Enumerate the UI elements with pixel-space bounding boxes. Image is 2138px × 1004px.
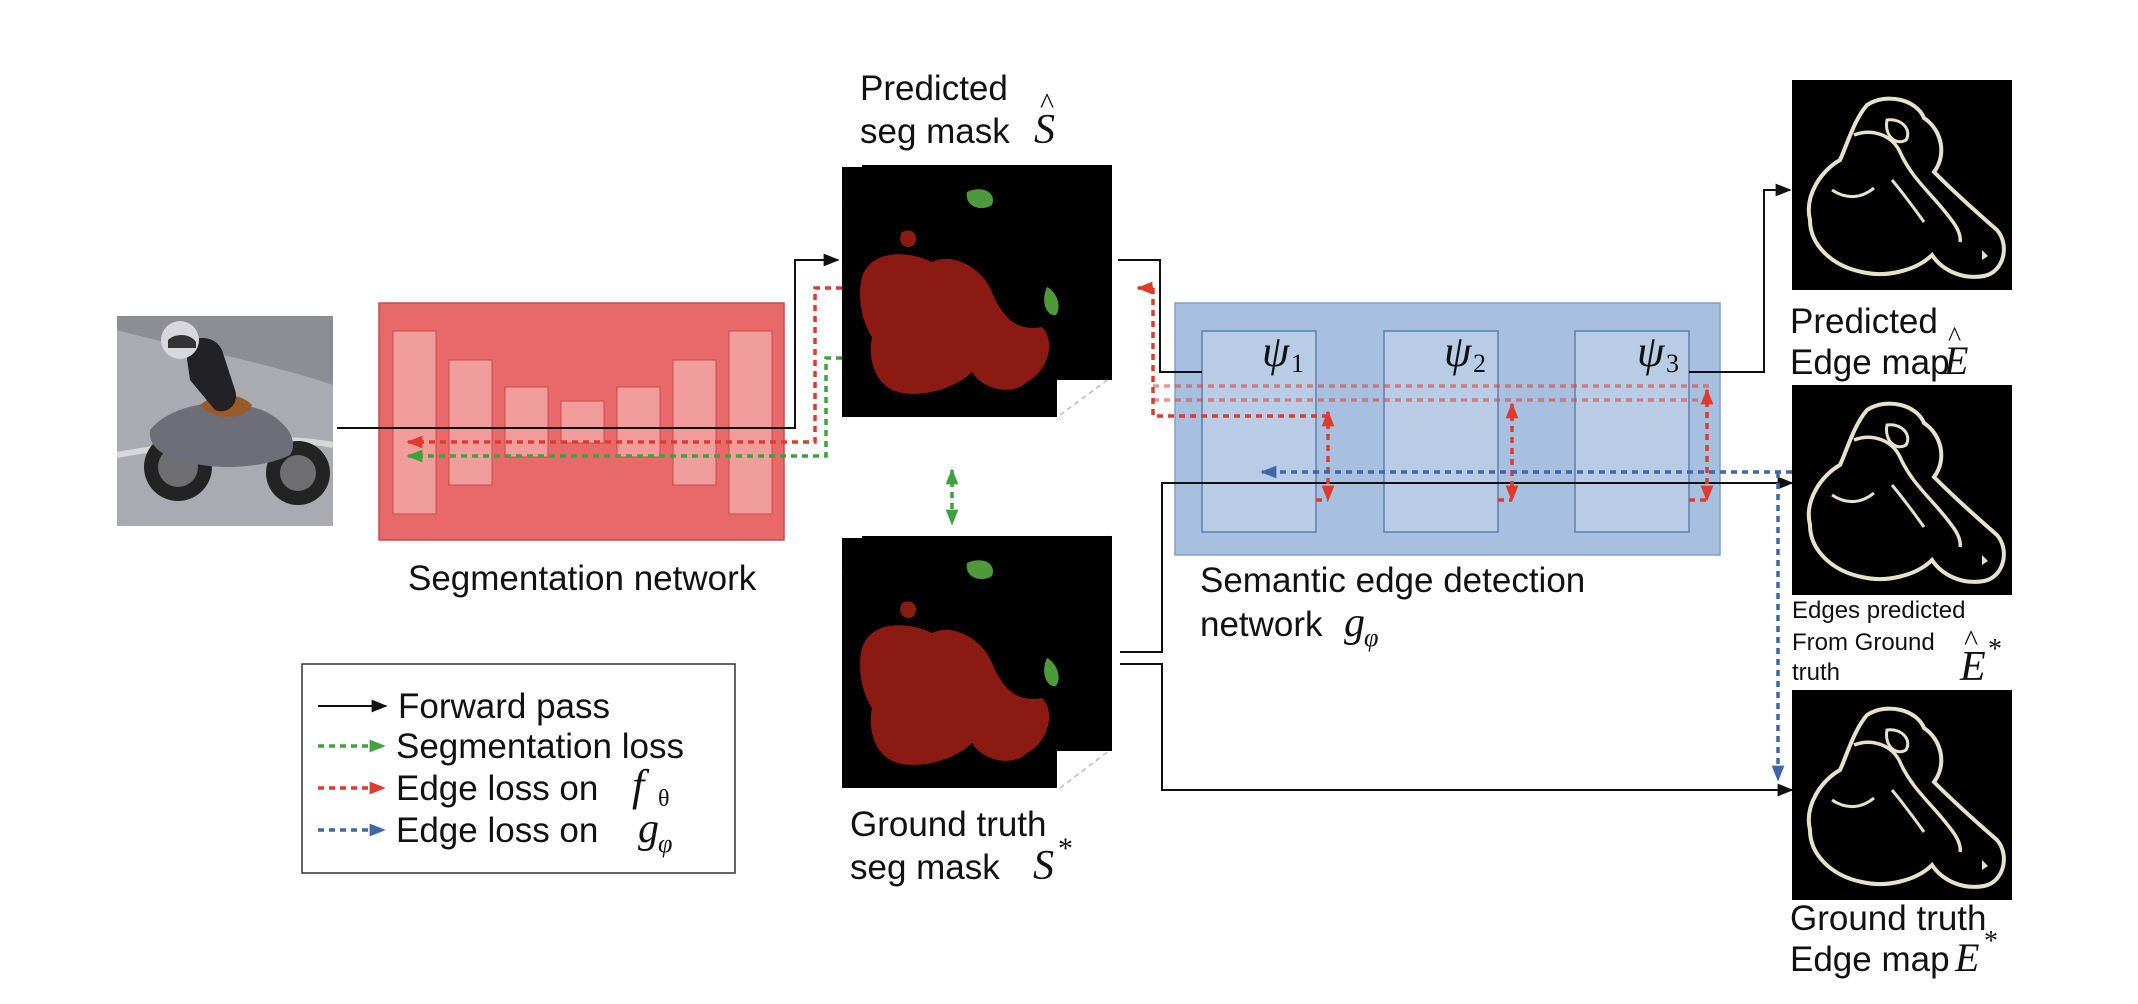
gt-edge-sup: *	[1984, 926, 1998, 957]
segmentation-network-label: Segmentation network	[408, 559, 757, 598]
edge-network-label-line2: network	[1200, 605, 1323, 644]
segmentation-network	[378, 302, 785, 541]
psi-3-symbol: ψ	[1637, 327, 1665, 376]
gt-seg-label-line1: Ground truth	[850, 805, 1047, 844]
legend-edge-f-label: Edge loss on	[396, 769, 598, 808]
gt-edge-label-line1: Ground truth	[1790, 899, 1987, 938]
edge-network-symbol: g	[1344, 600, 1365, 646]
gt-edge-label-line2: Edge map	[1790, 940, 1950, 979]
edge-loss-f-arrows	[406, 281, 1714, 502]
predicted-edge-hat: ^	[1948, 322, 1961, 353]
edges-from-gt-line1: Edges predicted	[1792, 597, 1965, 624]
encoder-layer-1	[392, 330, 437, 515]
edges-from-gt-line2: From Ground	[1792, 629, 1935, 656]
legend-edge-g-sub: φ	[658, 829, 672, 858]
decoder-layer-2	[672, 359, 717, 486]
bottleneck-layer	[560, 400, 605, 444]
gt-edge-symbol: E	[1954, 935, 1979, 980]
edge-detection-network: ψ 1 ψ 2 ψ 3	[1174, 302, 1721, 556]
decoder-layer-3	[728, 330, 773, 515]
predicted-seg-hat: ^	[1040, 87, 1054, 120]
predicted-edge-label-line1: Predicted	[1790, 302, 1938, 341]
psi-1-symbol: ψ	[1262, 327, 1290, 376]
encoder-layer-2	[448, 359, 493, 486]
edges-from-ground-truth-map	[1790, 383, 2014, 597]
edge-network-subscript: φ	[1364, 623, 1378, 652]
predicted-seg-mask	[841, 164, 1112, 417]
forward-pass-arrows	[337, 183, 1794, 797]
edges-from-gt-line3: truth	[1792, 659, 1840, 686]
predicted-seg-label-line2: seg mask	[860, 112, 1010, 151]
predicted-edge-symbol: E	[1943, 338, 1968, 383]
predicted-edge-map	[1790, 78, 2014, 292]
psi-2-symbol: ψ	[1444, 327, 1472, 376]
legend-edge-f-sub: θ	[658, 786, 670, 812]
legend-seg-loss-label: Segmentation loss	[396, 727, 684, 766]
psi-2-subscript: 2	[1473, 349, 1486, 378]
legend: Forward pass Segmentation loss Edge loss…	[301, 663, 736, 874]
legend-edge-g-symbol: g	[638, 806, 659, 852]
edges-from-gt-symbol: E	[1959, 644, 1986, 690]
ground-truth-edge-map	[1790, 688, 2014, 902]
psi-block-3	[1574, 330, 1690, 533]
edge-network-label-line1: Semantic edge detection	[1200, 561, 1585, 600]
decoder-layer-1	[616, 386, 661, 458]
predicted-seg-label-line1: Predicted	[860, 69, 1008, 108]
segmentation-loss-arrows	[406, 356, 959, 526]
legend-edge-g-label: Edge loss on	[396, 811, 598, 850]
psi-block-2	[1383, 330, 1499, 533]
edge-loss-g-arrows	[1260, 465, 1792, 782]
edges-from-gt-sup: *	[1988, 634, 2002, 665]
predicted-seg-symbol: S	[1034, 107, 1055, 153]
legend-forward-label: Forward pass	[398, 687, 610, 726]
predicted-edge-label-line2: Edge map	[1790, 343, 1950, 382]
gt-seg-label-line2: seg mask	[850, 848, 1000, 887]
ground-truth-seg-mask	[841, 535, 1112, 789]
gt-seg-symbol: S	[1033, 843, 1054, 889]
psi-3-subscript: 3	[1666, 349, 1679, 378]
input-photo	[116, 316, 334, 526]
psi-1-subscript: 1	[1291, 349, 1304, 378]
edges-from-gt-hat: ^	[1964, 624, 1978, 657]
encoder-layer-3	[504, 386, 549, 458]
gt-seg-sup: *	[1058, 832, 1073, 865]
psi-block-1	[1201, 330, 1317, 533]
